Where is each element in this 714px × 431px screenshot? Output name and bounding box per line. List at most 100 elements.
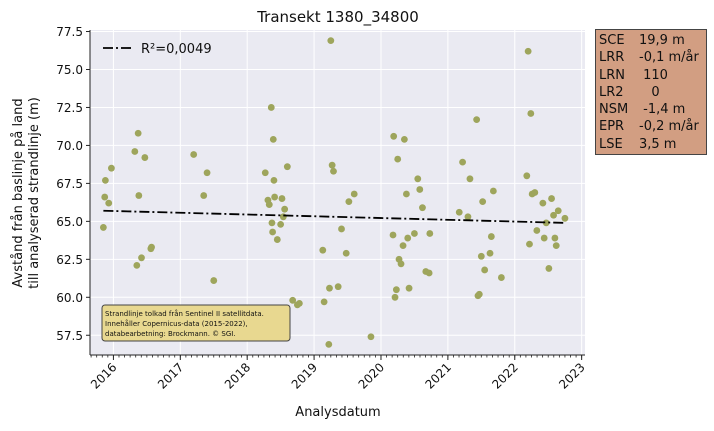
note-line-2: Innehåller Copernicus-data (2015-2022), — [105, 319, 248, 328]
data-point — [105, 199, 113, 207]
data-point — [411, 230, 418, 237]
data-point — [466, 175, 474, 183]
data-point — [394, 155, 402, 163]
data-point — [367, 333, 375, 341]
data-point — [326, 284, 333, 292]
data-point — [135, 192, 143, 199]
data-point — [477, 252, 485, 260]
data-point — [497, 274, 505, 281]
x-tick-label: 2022 — [489, 360, 520, 391]
data-point — [138, 254, 145, 262]
data-point — [481, 266, 489, 274]
stat-row-lrn: LRN 110 — [599, 67, 668, 83]
data-point — [419, 204, 426, 212]
data-point — [542, 219, 550, 227]
data-point — [267, 104, 275, 111]
data-point — [548, 195, 555, 202]
data-point — [416, 186, 424, 193]
y-tick-label: 67.5 — [56, 177, 83, 191]
x-tick-label: 2023 — [556, 360, 587, 391]
chart-title: Transekt 1380_34800 — [256, 8, 419, 27]
data-point — [101, 176, 109, 184]
y-tick-label: 65.0 — [56, 215, 83, 229]
data-point — [261, 169, 269, 177]
data-point — [319, 246, 327, 254]
data-point — [283, 163, 291, 171]
data-point — [473, 116, 481, 124]
x-tick-label: 2016 — [88, 360, 119, 391]
data-point — [281, 205, 289, 213]
data-point — [464, 213, 472, 221]
data-point — [210, 277, 218, 284]
data-point — [101, 193, 109, 201]
y-tick-label: 75.0 — [56, 63, 83, 77]
data-point — [342, 249, 350, 257]
grid-lines — [90, 30, 585, 355]
note-line-1: Strandlinje tolkad från Sentinel II sate… — [105, 309, 264, 318]
data-point — [190, 151, 198, 158]
legend-label: R²=0,0049 — [141, 42, 212, 57]
data-point — [523, 172, 531, 180]
y-tick-label: 57.5 — [56, 329, 83, 343]
data-point — [265, 201, 273, 209]
data-point — [270, 176, 278, 184]
data-point — [397, 260, 405, 268]
stat-row-lr2: LR2 0 — [599, 84, 660, 100]
data-point — [279, 213, 287, 221]
data-point — [545, 265, 553, 272]
y-tick-labels: 57.5 60.0 62.5 65.0 67.5 70.0 72.5 75.0 77.5 — [56, 25, 83, 343]
data-point — [533, 227, 541, 234]
data-point — [554, 207, 562, 215]
data-point — [141, 154, 149, 161]
data-point — [399, 242, 407, 250]
y-tick-label: 60.0 — [56, 291, 83, 305]
data-point — [338, 225, 345, 233]
data-point — [540, 234, 548, 242]
stat-row-lse: LSE 3,5 m — [599, 136, 677, 152]
data-point — [325, 340, 333, 348]
data-point — [402, 190, 410, 198]
data-point — [526, 240, 533, 248]
data-point — [99, 224, 107, 231]
stat-row-sce: SCE 19,9 m — [599, 33, 685, 48]
legend: R²=0,0049 — [103, 42, 212, 57]
data-point — [320, 298, 328, 306]
stat-row-lrr: LRR -0,1 m/år — [599, 50, 699, 66]
x-tick-label: 2021 — [422, 360, 453, 391]
data-point — [108, 164, 115, 172]
x-tick-label: 2018 — [222, 360, 253, 391]
data-point — [527, 110, 535, 117]
data-point — [414, 175, 422, 183]
data-point — [200, 192, 208, 199]
y-axis-label-line-2: till analyserad strandlinje (m) — [27, 97, 42, 289]
data-point — [489, 187, 497, 195]
data-point — [295, 299, 303, 307]
stat-row-epr: EPR -0,2 m/år — [599, 119, 699, 135]
data-point — [426, 230, 434, 237]
statistics-box: SCE 19,9 m LRR -0,1 m/år LRN 110 LR2 0 NSM… — [595, 29, 707, 155]
data-source-note: Strandlinje tolkad från Sentinel II sate… — [101, 304, 291, 342]
data-point — [134, 129, 142, 137]
data-point — [271, 193, 279, 201]
data-point — [278, 195, 286, 202]
data-point — [475, 290, 483, 298]
trend-line — [103, 209, 565, 224]
data-point — [268, 219, 276, 227]
x-tick-label: 2019 — [289, 360, 320, 391]
data-point — [486, 249, 494, 257]
data-point — [392, 286, 400, 294]
note-line-3: databearbetning: Brockmann. © SGI. — [105, 330, 236, 338]
y-tick-label: 70.0 — [56, 139, 83, 153]
data-point — [561, 214, 569, 222]
x-tick-label: 2017 — [155, 360, 186, 391]
data-point — [289, 296, 297, 304]
stat-row-nsm: NSM -1,4 m — [599, 102, 686, 118]
data-point — [550, 211, 557, 219]
data-point — [391, 293, 399, 301]
data-point — [345, 198, 353, 206]
data-point — [328, 161, 336, 169]
y-tick-label: 77.5 — [56, 25, 83, 39]
data-point — [330, 167, 337, 175]
data-point — [203, 169, 211, 177]
